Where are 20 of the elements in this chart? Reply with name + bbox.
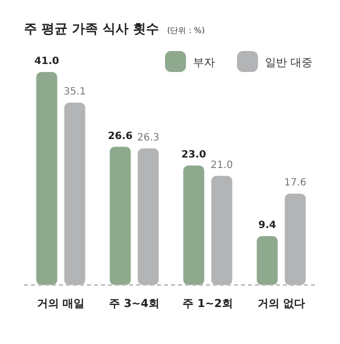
data-label: 9.4 <box>258 220 276 232</box>
chart-title: 주 평균 가족 식사 횟수 <box>24 22 160 37</box>
bar <box>256 236 278 285</box>
bar <box>183 166 204 285</box>
legend-label: 부자 <box>193 56 215 69</box>
x-tick-label: 거의 없다 <box>257 297 306 310</box>
x-tick-label: 주 1~2회 <box>182 297 233 310</box>
data-label: 21.0 <box>210 160 233 171</box>
legend-label: 일반 대중 <box>265 56 312 69</box>
bar <box>110 146 131 285</box>
data-label: 26.6 <box>108 130 133 142</box>
data-label: 41.0 <box>34 56 60 67</box>
data-label: 17.6 <box>284 178 306 189</box>
x-tick-label: 거의 매일 <box>36 297 85 310</box>
data-label: 23.0 <box>181 150 206 161</box>
data-label: 35.1 <box>64 86 86 98</box>
bar <box>36 72 58 285</box>
x-tick-label: 주 3~4회 <box>109 297 160 310</box>
data-label: 26.3 <box>137 132 160 144</box>
chart-subtitle: (단위 : %) <box>167 26 205 35</box>
